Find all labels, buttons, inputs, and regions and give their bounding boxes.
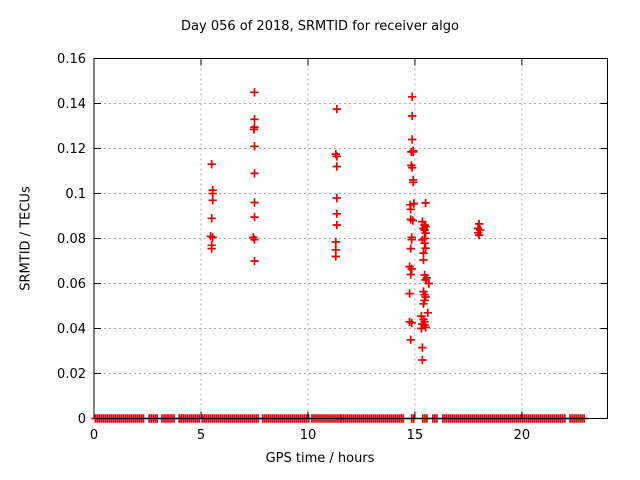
y-tick-label: 0.1: [65, 187, 86, 202]
y-tick-label: 0.02: [57, 367, 86, 382]
chart-title: Day 056 of 2018, SRMTID for receiver alg…: [181, 19, 459, 34]
y-tick-label: 0.16: [57, 52, 86, 67]
x-tick-label: 5: [197, 428, 205, 443]
x-tick-label: 0: [90, 428, 98, 443]
plot-border: [93, 58, 608, 419]
y-tick-label: 0.12: [57, 142, 86, 157]
y-tick-label: 0.04: [57, 322, 86, 337]
y-tick-label: 0.06: [57, 277, 86, 292]
y-tick-label: 0.14: [57, 97, 86, 112]
y-tick-label: 0: [78, 412, 86, 427]
x-axis-label: GPS time / hours: [265, 451, 375, 466]
x-tick-label: 15: [407, 428, 424, 443]
x-tick-label: 20: [514, 428, 531, 443]
grid-layer: [94, 58, 608, 419]
y-tick-label: 0.08: [57, 232, 86, 247]
y-tick-labels: 0 0.02 0.04 0.06 0.08 0.1 0.12 0.14 0.16: [57, 52, 86, 427]
x-tick-label: 10: [300, 428, 317, 443]
data-points: [206, 88, 485, 365]
x-tick-labels: 0 5 10 15 20: [90, 428, 530, 443]
